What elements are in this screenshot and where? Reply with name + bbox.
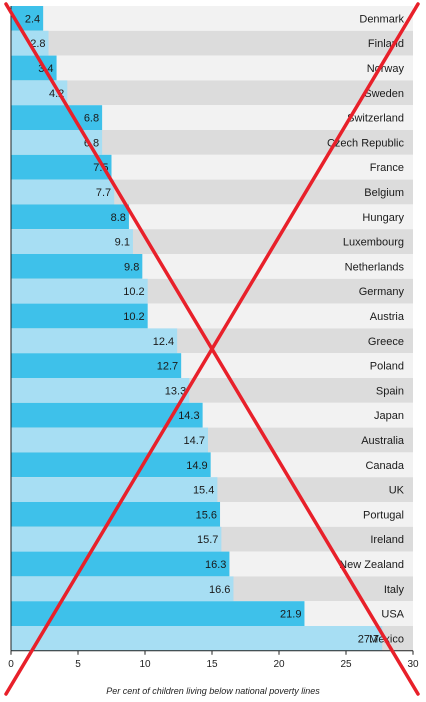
country-label: Australia [361, 435, 405, 447]
bar [11, 105, 103, 130]
country-label: Sweden [364, 88, 404, 100]
row-background [11, 55, 413, 81]
country-label: Luxembourg [343, 237, 404, 249]
country-label: Belgium [364, 187, 404, 199]
country-label: UK [389, 485, 405, 497]
country-label: Germany [359, 286, 405, 298]
country-label: USA [381, 609, 404, 621]
bar [11, 154, 112, 180]
x-tick-label: 20 [273, 659, 285, 670]
bar-value-label: 14.3 [178, 410, 199, 422]
country-label: France [370, 162, 404, 174]
country-label: Greece [368, 336, 404, 348]
row-background [11, 80, 413, 106]
country-label: Finland [368, 38, 404, 50]
x-tick-label: 5 [75, 659, 81, 670]
bar [11, 353, 182, 378]
bar [11, 204, 129, 230]
row-background [11, 6, 413, 31]
bar [11, 526, 222, 552]
x-tick-label: 10 [139, 659, 151, 670]
bar-value-label: 8.8 [111, 212, 126, 224]
x-axis-label: Per cent of children living below nation… [106, 686, 320, 696]
country-label: Switzerland [347, 113, 404, 125]
bar [11, 626, 383, 651]
bar-value-label: 2.4 [25, 13, 40, 25]
bar [11, 452, 211, 478]
country-label: Poland [370, 361, 404, 373]
country-label: Norway [367, 63, 405, 75]
bar [11, 576, 234, 602]
row-background [11, 30, 413, 56]
x-tick-label: 0 [8, 659, 14, 670]
bar [11, 477, 218, 502]
country-label: Portugal [363, 509, 404, 521]
country-label: New Zealand [339, 559, 404, 571]
bar-value-label: 13.3 [165, 385, 186, 397]
country-label: Denmark [359, 13, 404, 25]
bar-value-label: 16.3 [205, 559, 226, 571]
bar [11, 378, 190, 403]
bar [11, 502, 221, 527]
country-label: Czech Republic [327, 137, 405, 149]
bar-value-label: 2.8 [30, 38, 45, 50]
bar-value-label: 7.7 [96, 187, 111, 199]
bar-value-label: 9.1 [115, 237, 130, 249]
x-tick-label: 25 [340, 659, 352, 670]
country-label: Austria [370, 311, 405, 323]
bar [11, 328, 178, 354]
bar-value-label: 9.8 [124, 261, 139, 273]
bar-value-label: 14.7 [184, 435, 205, 447]
country-label: Italy [384, 584, 405, 596]
bar [11, 179, 115, 205]
bar-value-label: 21.9 [280, 609, 301, 621]
country-label: Spain [376, 385, 404, 397]
country-label: Ireland [370, 534, 404, 546]
country-label: Japan [374, 410, 404, 422]
x-tick-label: 15 [206, 659, 218, 670]
bar [11, 278, 148, 304]
bar [11, 254, 143, 279]
bar [11, 229, 133, 254]
bar-value-label: 15.4 [193, 485, 214, 497]
red-cross-line [4, 2, 420, 696]
bar-value-label: 10.2 [123, 286, 144, 298]
bar [11, 427, 208, 453]
x-tick-label: 30 [407, 659, 419, 670]
bar-value-label: 15.7 [197, 534, 218, 546]
country-label: Netherlands [345, 261, 405, 273]
bar-value-label: 12.7 [157, 361, 178, 373]
bar-value-label: 15.6 [196, 509, 217, 521]
bar [11, 303, 148, 329]
country-label: Canada [365, 460, 404, 472]
country-label: Hungary [362, 212, 404, 224]
bar-value-label: 16.6 [209, 584, 230, 596]
bar [11, 551, 230, 577]
bar-value-label: 14.9 [186, 460, 207, 472]
bar-value-label: 6.8 [84, 113, 99, 125]
bar-value-label: 12.4 [153, 336, 174, 348]
bar-value-label: 27.7 [358, 633, 379, 645]
bar-value-label: 10.2 [123, 311, 144, 323]
